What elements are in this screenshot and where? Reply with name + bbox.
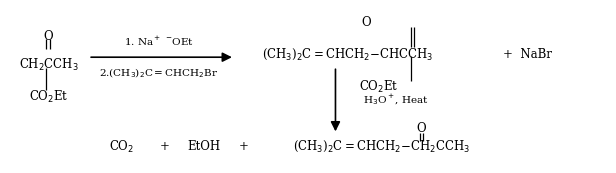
Text: O: O	[416, 122, 426, 135]
Text: +  NaBr: + NaBr	[503, 48, 553, 61]
Text: (CH$_3$)$_2$C$=$CHCH$_2$$-$CHCCH$_3$: (CH$_3$)$_2$C$=$CHCH$_2$$-$CHCCH$_3$	[262, 47, 434, 62]
Text: EtOH: EtOH	[188, 140, 221, 153]
Text: H$_3$O$^+$, Heat: H$_3$O$^+$, Heat	[363, 93, 429, 107]
Text: +: +	[160, 140, 169, 153]
Text: 2.(CH$_3$)$_2$C$=$CHCH$_2$Br: 2.(CH$_3$)$_2$C$=$CHCH$_2$Br	[99, 66, 218, 80]
Text: (CH$_3$)$_2$C$=$CHCH$_2$$-$CH$_2$CCH$_3$: (CH$_3$)$_2$C$=$CHCH$_2$$-$CH$_2$CCH$_3$	[293, 139, 470, 154]
Text: +: +	[239, 140, 249, 153]
Text: O: O	[44, 30, 54, 43]
Text: CH$_2$CCH$_3$: CH$_2$CCH$_3$	[18, 57, 78, 73]
Text: O: O	[361, 16, 371, 29]
Text: CO$_2$Et: CO$_2$Et	[29, 89, 68, 105]
Text: CO$_2$Et: CO$_2$Et	[359, 78, 399, 95]
Text: 1. Na$^+$ $^{-}$OEt: 1. Na$^+$ $^{-}$OEt	[124, 35, 193, 48]
Text: CO$_2$: CO$_2$	[109, 139, 134, 155]
